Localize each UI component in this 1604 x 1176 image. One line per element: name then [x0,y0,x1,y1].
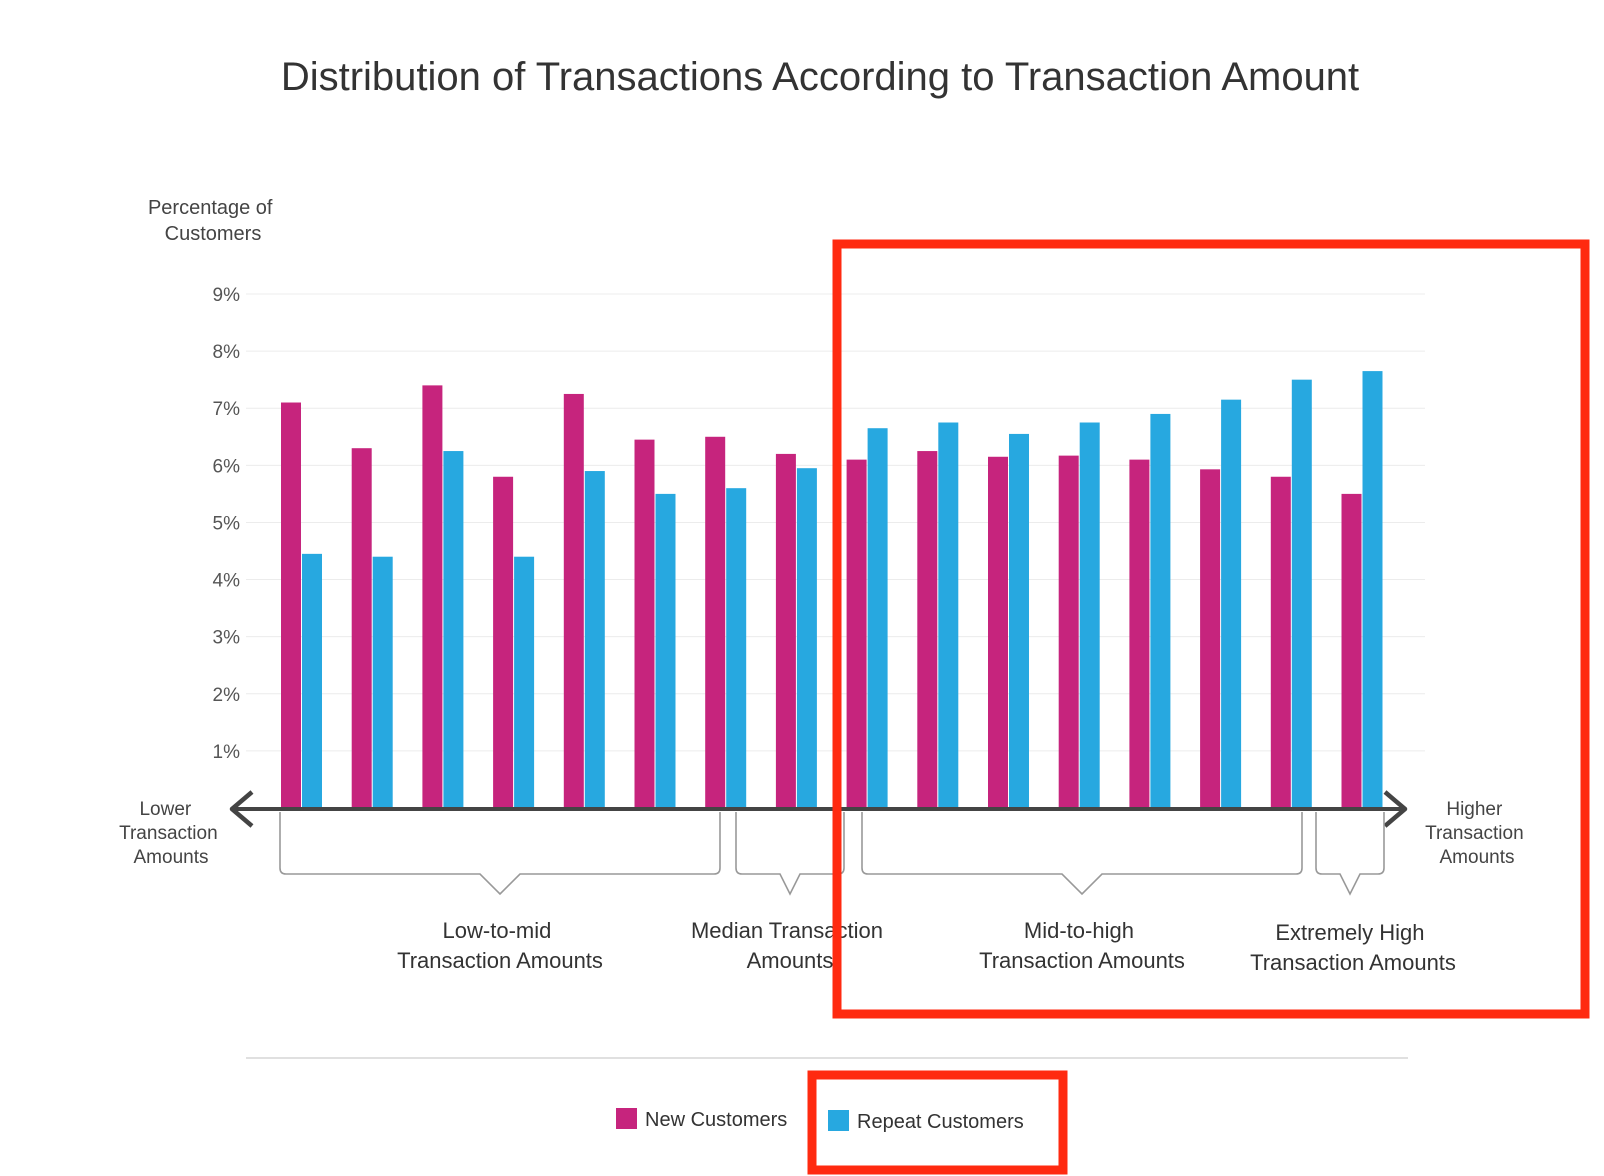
group-label-extremely-high-line-1: Extremely High [1275,920,1424,945]
bar-repeat-customers-1 [302,553,322,808]
x-axis-left-label: Lower Transaction Amounts [119,799,223,868]
y-tick-label: 5% [213,513,241,534]
legend-label-repeat-customers: Repeat Customers [857,1111,1024,1133]
bar-new-customers-11 [988,456,1008,808]
x-axis-right-label-line-3: Amounts [1440,847,1515,868]
bar-repeat-customers-13 [1150,413,1171,808]
group-label-median: Median Transaction Amounts [691,918,889,973]
bar-repeat-customers-5 [584,471,605,808]
y-tick-label: 4% [213,571,241,592]
bar-repeat-customers-10 [938,422,959,808]
bar-repeat-customers-15 [1291,379,1312,808]
bar-new-customers-1 [281,402,301,808]
highlight-box-high-amounts [832,239,1590,1019]
bar-new-customers-7 [705,436,726,808]
y-tick-label: 8% [213,342,241,363]
bar-new-customers-12 [1058,455,1079,808]
y-axis-label-line-2: Customers [165,223,262,245]
bar-new-customers-13 [1129,459,1150,808]
highlight-box-repeat-legend [807,1070,1068,1175]
bar-repeat-customers-9 [867,428,888,808]
bar-repeat-customers-7 [726,488,747,808]
group-label-mid-to-high: Mid-to-high Transaction Amounts [979,918,1185,973]
x-axis-right-label: Higher Transaction Amounts [1425,799,1529,868]
bar-new-customers-9 [846,459,867,808]
bar-new-customers-14 [1200,469,1221,808]
bar-new-customers-10 [917,451,938,808]
y-tick-label: 3% [213,628,241,649]
group-braces [279,812,1385,896]
group-label-low-to-mid-line-1: Low-to-mid [443,918,552,943]
chart-title: Distribution of Transactions According t… [281,55,1359,99]
bar-repeat-customers-4 [514,556,535,808]
group-label-low-to-mid-line-2: Transaction Amounts [397,948,603,973]
brace-median [735,812,845,896]
y-axis-label: Percentage of Customers [148,197,278,245]
bar-repeat-customers-11 [1009,433,1029,808]
legend-label-new-customers: New Customers [645,1109,787,1131]
legend-swatch-repeat-customers [828,1110,849,1131]
legend-swatch-new-customers [616,1108,637,1129]
x-axis-right-label-line-1: Higher [1446,799,1503,820]
x-axis-right-label-line-2: Transaction [1425,823,1524,844]
y-tick-label: 6% [213,456,241,477]
right-arrow-icon [1383,790,1408,828]
x-axis [229,790,1408,828]
y-axis-ticks: 1% 2% 3% 4% 5% 6% 7% 8% 9% [213,285,241,763]
bar-repeat-customers-16 [1362,371,1383,808]
group-label-median-line-2: Amounts [747,948,834,973]
y-tick-label: 9% [213,285,241,306]
bar-new-customers-8 [775,453,796,808]
y-tick-label: 7% [213,399,241,420]
group-label-extremely-high: Extremely High Transaction Amounts [1250,920,1456,975]
bar-repeat-customers-2 [372,556,393,808]
x-axis-left-label-line-2: Transaction [119,823,218,844]
brace-mid-to-high [861,812,1303,896]
group-label-extremely-high-line-2: Transaction Amounts [1250,950,1456,975]
bar-new-customers-6 [634,439,655,808]
bar-new-customers-2 [351,448,372,808]
bar-new-customers-5 [563,393,584,808]
y-tick-label: 1% [213,742,241,763]
bars [281,371,1383,808]
group-label-low-to-mid: Low-to-mid Transaction Amounts [397,918,603,973]
y-tick-label: 2% [213,685,241,706]
group-label-mid-to-high-line-1: Mid-to-high [1024,918,1134,943]
group-label-mid-to-high-line-2: Transaction Amounts [979,948,1185,973]
bar-repeat-customers-14 [1221,399,1242,808]
brace-low-to-mid [279,812,721,896]
bar-new-customers-4 [493,476,514,808]
bar-new-customers-15 [1270,476,1291,808]
bar-new-customers-16 [1341,493,1362,808]
x-axis-left-label-line-3: Amounts [134,847,209,868]
bar-repeat-customers-3 [443,451,464,808]
x-axis-left-label-line-1: Lower [139,799,191,820]
bar-repeat-customers-8 [796,468,817,808]
legend: New Customers Repeat Customers [616,1108,1024,1133]
y-axis-label-line-1: Percentage of [148,197,273,219]
bar-repeat-customers-12 [1079,422,1100,808]
bar-new-customers-3 [422,385,443,808]
bar-repeat-customers-6 [655,493,676,808]
group-label-median-line-1: Median Transaction [691,918,883,943]
brace-extremely-high [1315,812,1385,896]
left-arrow-icon [229,790,254,828]
